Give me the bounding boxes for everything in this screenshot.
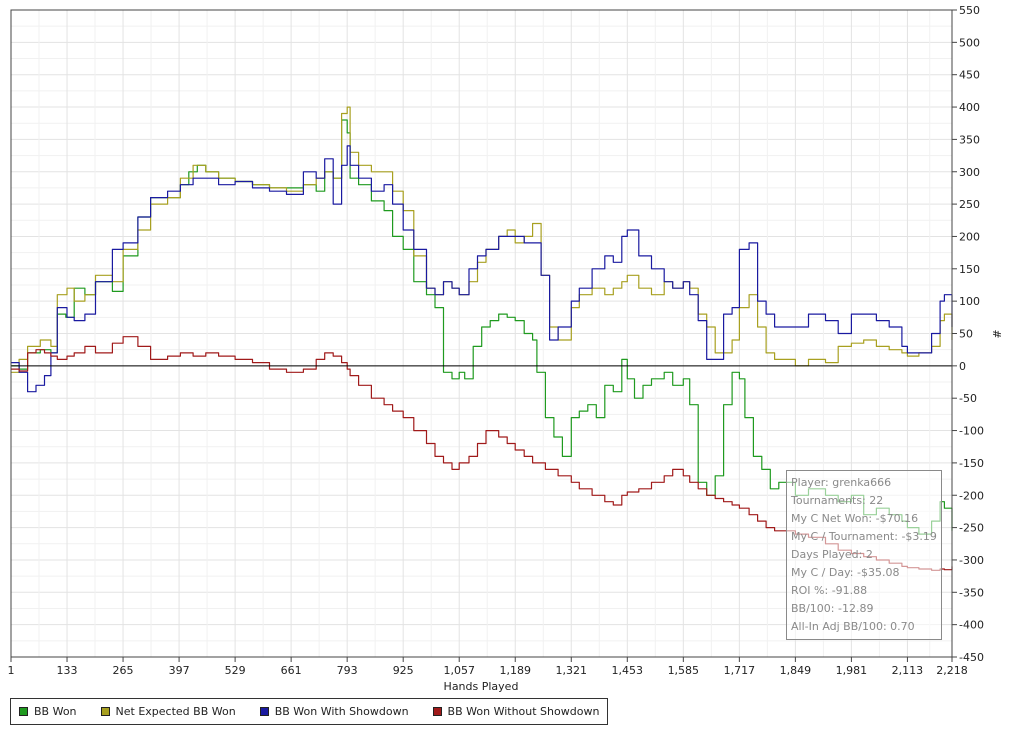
x-tick-label: 925 [393, 664, 414, 677]
y-tick-label: 200 [959, 230, 980, 243]
roi: ROI %: -91.88 [791, 584, 868, 597]
x-tick-label: 1,981 [836, 664, 868, 677]
y-tick-label: -350 [959, 586, 984, 599]
allin-adj-bb-per-100: All-In Adj BB/100: 0.70 [791, 620, 915, 633]
y-tick-label: 450 [959, 69, 980, 82]
x-tick-label: 397 [169, 664, 190, 677]
legend-item-bb-won[interactable]: BB Won [19, 705, 77, 718]
x-tick-label: 133 [57, 664, 78, 677]
player-name: Player: grenka666 [791, 476, 892, 489]
y-tick-label: 500 [959, 36, 980, 49]
legend: BB Won Net Expected BB Won BB Won With S… [10, 698, 609, 725]
y-axis-ticks: 550500450400350300250200150100500-50-100… [952, 4, 984, 664]
x-tick-label: 1,849 [780, 664, 812, 677]
legend-label-bb-won: BB Won [34, 705, 77, 718]
legend-swatch-net-expected [100, 707, 110, 716]
legend-swatch-without-showdown [432, 707, 442, 716]
y-tick-label: -400 [959, 619, 984, 632]
y-tick-label: -450 [959, 651, 984, 664]
x-axis-ticks: 1 133 265 397 529 661 793 925 1,057 1,189 1,321 1,4… [8, 657, 968, 677]
y-tick-label: 350 [959, 133, 980, 146]
x-tick-label: 2,218 [936, 664, 968, 677]
x-tick-label: 661 [281, 664, 302, 677]
y-tick-label: 0 [959, 360, 966, 373]
legend-item-net-expected[interactable]: Net Expected BB Won [100, 705, 236, 718]
y-tick-label: -300 [959, 554, 984, 567]
x-tick-label: 793 [337, 664, 358, 677]
x-tick-label: 1,453 [612, 664, 644, 677]
legend-label-net-expected: Net Expected BB Won [115, 705, 236, 718]
legend-label-without-showdown: BB Won Without Showdown [447, 705, 600, 718]
y-tick-label: -250 [959, 522, 984, 535]
x-tick-label: 265 [113, 664, 134, 677]
y-tick-label: -50 [959, 392, 977, 405]
legend-label-with-showdown: BB Won With Showdown [274, 705, 409, 718]
x-tick-label: 2,113 [892, 664, 924, 677]
per-tournament: My C / Tournament: -$3.19 [791, 530, 937, 543]
x-tick-label: 1,321 [556, 664, 588, 677]
y-tick-label: 550 [959, 4, 980, 17]
player-stats-box: Player: grenka666 Tournaments: 22 My C N… [786, 470, 942, 640]
x-tick-label: 529 [225, 664, 246, 677]
series-line-bb-won-with-showdown [11, 145, 953, 393]
legend-swatch-with-showdown [259, 707, 269, 716]
x-tick-label: 1,189 [499, 664, 531, 677]
y-tick-label: 100 [959, 295, 980, 308]
bb-per-100: BB/100: -12.89 [791, 602, 874, 615]
y-tick-label: -200 [959, 489, 984, 502]
y-tick-label: 300 [959, 166, 980, 179]
x-axis-title: Hands Played [444, 680, 519, 693]
y-tick-label: 50 [959, 328, 973, 341]
y-tick-label: 250 [959, 198, 980, 211]
y-tick-label: 150 [959, 263, 980, 276]
series-line-bb-won [11, 119, 953, 535]
y-tick-label: 400 [959, 101, 980, 114]
per-day: My C / Day: -$35.08 [791, 566, 900, 579]
days-played: Days Played: 2 [791, 548, 873, 561]
net-won: My C Net Won: -$70.16 [791, 512, 919, 525]
x-tick-label: 1 [8, 664, 15, 677]
tournaments-count: Tournaments: 22 [791, 494, 884, 507]
x-tick-label: 1,717 [724, 664, 756, 677]
x-tick-label: 1,057 [443, 664, 475, 677]
y-tick-label: -150 [959, 457, 984, 470]
series-line-bb-won-without-showdown [11, 336, 953, 571]
x-tick-label: 1,585 [668, 664, 700, 677]
series-group [11, 106, 953, 571]
y-tick-label: -100 [959, 425, 984, 438]
legend-item-without-showdown[interactable]: BB Won Without Showdown [432, 705, 600, 718]
legend-swatch-bb-won [19, 707, 28, 716]
legend-item-with-showdown[interactable]: BB Won With Showdown [259, 705, 409, 718]
y-axis-title: # [990, 329, 1003, 338]
